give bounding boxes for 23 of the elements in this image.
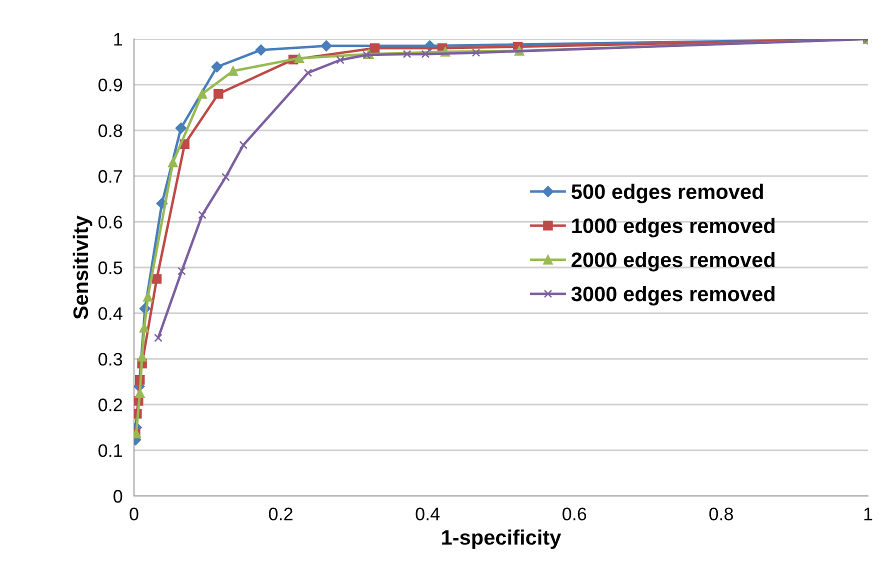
y-tick-label: 1 <box>114 33 122 46</box>
y-tick-label: 0.7 <box>98 170 122 183</box>
legend-label: 2000 edges removed <box>572 252 774 272</box>
x-tick-label: 1 <box>864 508 872 520</box>
y-tick-label: 0.1 <box>98 444 122 458</box>
legend-label: 1000 edges removed <box>572 218 774 238</box>
x-tick-label: 0.2 <box>268 508 292 520</box>
y-tick-label: 0.8 <box>98 124 122 138</box>
legend-label: 3000 edges removed <box>571 286 774 306</box>
y-tick-label: 0.5 <box>98 261 122 274</box>
x-tick-label: 0.4 <box>416 508 440 520</box>
y-tick-label: 0.2 <box>98 398 122 412</box>
x-tick-label: 0.6 <box>562 508 586 520</box>
y-tick-label: 0 <box>114 490 122 503</box>
y-tick-label: 0.9 <box>98 78 122 92</box>
legend-label: 500 edges removed <box>572 184 763 204</box>
y-tick-label: 0.3 <box>98 352 122 366</box>
x-tick-label: 0 <box>130 508 138 520</box>
x-axis-title: 1-specificity <box>442 530 562 549</box>
y-tick-label: 0.4 <box>98 307 122 320</box>
y-tick-label: 0.6 <box>98 216 122 229</box>
y-axis-title: Sensitivity <box>72 216 92 319</box>
x-tick-label: 0.8 <box>709 508 733 520</box>
